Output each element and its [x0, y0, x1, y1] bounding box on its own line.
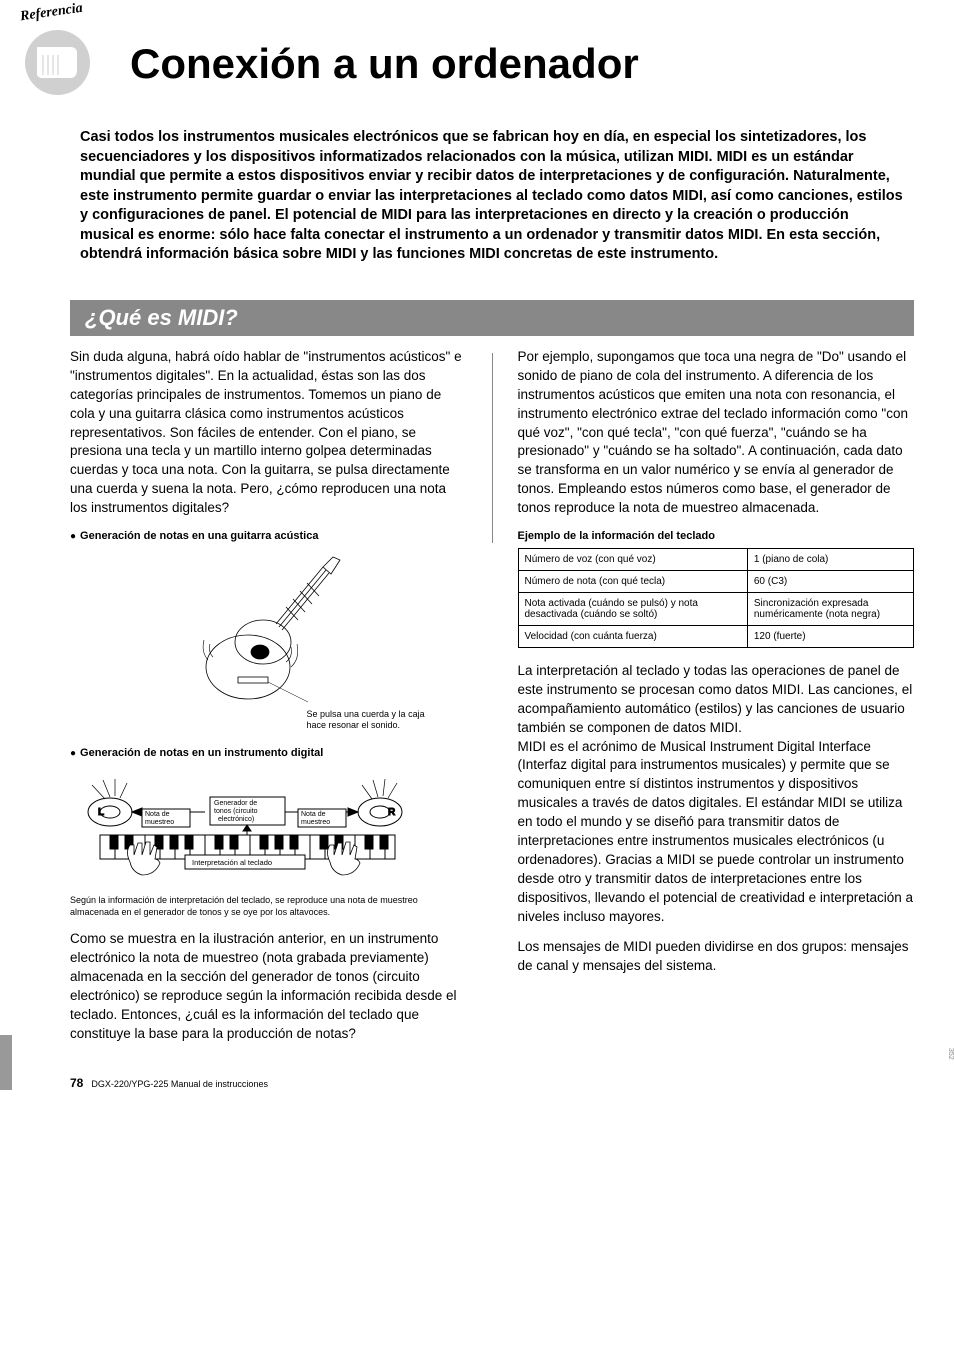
digital-caption: Según la información de interpretación d… [70, 895, 467, 918]
badge-label: Referencia [19, 1, 84, 26]
table-title: Ejemplo de la información del teclado [518, 530, 915, 542]
digital-subhead: Generación de notas en un instrumento di… [70, 747, 467, 759]
left-p1: Sin duda alguna, habrá oído hablar de "i… [70, 348, 467, 518]
guitar-caption: Se pulsa una cuerda y la caja hace reson… [307, 709, 447, 732]
table-cell: 1 (piano de cola) [747, 548, 913, 570]
table-cell: Nota activada (cuándo se pulsó) y nota d… [518, 592, 747, 625]
side-page-indicator: 352 [947, 1048, 954, 1060]
svg-text:Interpretación al teclado: Interpretación al teclado [192, 858, 272, 867]
table-row: Velocidad (con cuánta fuerza) 120 (fuert… [518, 625, 914, 647]
table-cell: 120 (fuerte) [747, 625, 913, 647]
badge-icon [25, 30, 90, 95]
right-p2: La interpretación al teclado y todas las… [518, 662, 915, 926]
guitar-illustration [168, 552, 368, 712]
left-column: Sin duda alguna, habrá oído hablar de "i… [70, 348, 467, 1056]
left-speaker-label: L [98, 807, 104, 818]
table-cell: Sincronización expresada numéricamente (… [747, 592, 913, 625]
column-divider [492, 353, 493, 543]
svg-text:Nota de: Nota de [301, 811, 326, 818]
svg-text:muestreo: muestreo [145, 819, 174, 826]
svg-text:Generador de: Generador de [214, 800, 257, 807]
page-number: 78 [70, 1076, 83, 1090]
svg-text:tonos (circuito: tonos (circuito [214, 808, 258, 815]
right-speaker-label: R [388, 807, 396, 818]
keyboard-info-table: Número de voz (con qué voz) 1 (piano de … [518, 548, 915, 648]
left-p2: Como se muestra en la ilustración anteri… [70, 930, 467, 1043]
table-row: Número de voz (con qué voz) 1 (piano de … [518, 548, 914, 570]
table-cell: Velocidad (con cuánta fuerza) [518, 625, 747, 647]
guitar-figure: Se pulsa una cuerda y la caja hace reson… [70, 552, 467, 732]
svg-text:electrónico): electrónico) [218, 816, 254, 823]
content-columns: Sin duda alguna, habrá oído hablar de "i… [70, 348, 914, 1056]
svg-text:Nota de: Nota de [145, 811, 170, 818]
page-footer: 78 DGX-220/YPG-225 Manual de instruccion… [70, 1076, 914, 1090]
digital-figure: L R [70, 767, 467, 887]
guitar-subhead: Generación de notas en una guitarra acús… [70, 530, 467, 542]
right-p1: Por ejemplo, supongamos que toca una neg… [518, 348, 915, 518]
right-column: Por ejemplo, supongamos que toca una neg… [518, 348, 915, 1056]
table-cell: Número de nota (con qué tecla) [518, 570, 747, 592]
side-tab [0, 1035, 12, 1090]
reference-badge: Referencia [20, 5, 95, 90]
page-title: Conexión a un ordenador [130, 40, 914, 88]
table-cell: Número de voz (con qué voz) [518, 548, 747, 570]
manual-name: DGX-220/YPG-225 Manual de instrucciones [91, 1079, 268, 1089]
intro-paragraph: Casi todos los instrumentos musicales el… [70, 128, 914, 265]
right-p3: Los mensajes de MIDI pueden dividirse en… [518, 938, 915, 976]
table-row: Nota activada (cuándo se pulsó) y nota d… [518, 592, 914, 625]
table-row: Número de nota (con qué tecla) 60 (C3) [518, 570, 914, 592]
section-header: ¿Qué es MIDI? [70, 300, 914, 336]
svg-text:muestreo: muestreo [301, 819, 330, 826]
table-cell: 60 (C3) [747, 570, 913, 592]
